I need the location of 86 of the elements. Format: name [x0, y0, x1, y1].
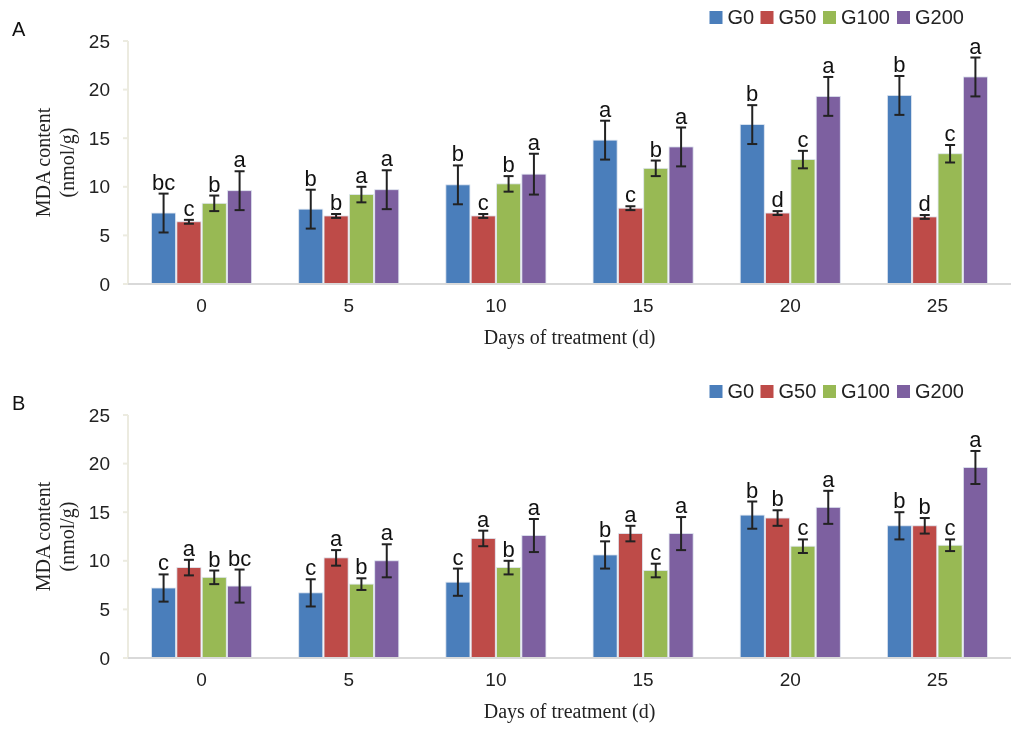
y-axis-title: MDA content (nmol/g): [32, 107, 79, 218]
data-label: c: [158, 550, 170, 576]
y-tick-label: 25: [88, 404, 110, 426]
legend-label: G0: [727, 380, 755, 402]
legend-label: G100: [841, 6, 890, 28]
legend-label: G50: [778, 380, 817, 402]
x-axis-title: Days of treatment (d): [483, 700, 656, 723]
data-label: b: [598, 517, 612, 543]
data-label: a: [822, 466, 836, 492]
x-tick-label: 10: [485, 669, 507, 690]
x-tick-label: 15: [632, 669, 654, 690]
data-label: a: [527, 129, 541, 155]
chart-title: A: [12, 18, 26, 40]
x-tick-label: 25: [926, 295, 948, 316]
x-tick-label: 20: [779, 669, 801, 690]
chart-title: B: [12, 392, 26, 414]
data-label: b: [649, 136, 662, 162]
data-label: b: [893, 488, 906, 514]
legend-label: G50: [778, 6, 817, 28]
data-label: c: [797, 126, 809, 152]
data-label: a: [380, 520, 394, 546]
x-tick-label: 0: [196, 669, 207, 690]
data-label: b: [208, 546, 221, 572]
legend-label: G100: [841, 380, 890, 402]
data-label: c: [305, 555, 317, 581]
x-tick-label: 5: [343, 295, 355, 316]
data-label: c: [477, 190, 489, 216]
y-tick-label: 5: [99, 599, 110, 621]
data-label: b: [502, 536, 515, 562]
x-tick-label: 5: [343, 669, 355, 690]
data-label: c: [797, 515, 809, 541]
data-label: c: [944, 121, 956, 146]
data-label: b: [451, 141, 465, 167]
y-tick-label: 15: [88, 127, 110, 149]
data-label: b: [208, 171, 221, 197]
data-label: a: [674, 103, 688, 129]
data-label: c: [624, 182, 636, 208]
data-label: c: [944, 515, 956, 541]
y-tick-label: 20: [88, 79, 110, 101]
y-axis-title: MDA content (nmol/g): [32, 481, 79, 592]
data-label: a: [233, 147, 247, 173]
x-tick-label: 20: [779, 295, 801, 316]
y-tick-label: 20: [88, 453, 110, 475]
data-label: a: [477, 506, 491, 532]
data-label: a: [182, 535, 196, 561]
data-label: bc: [227, 545, 252, 571]
legend-label: G200: [915, 380, 964, 402]
y-tick-label: 0: [99, 273, 110, 295]
x-axis-title: Days of treatment (d): [483, 326, 656, 349]
data-label: b: [329, 190, 343, 216]
data-label: b: [771, 486, 784, 512]
data-label: a: [624, 501, 638, 527]
data-label: a: [329, 526, 343, 552]
data-label: a: [969, 426, 983, 452]
x-tick-label: 10: [485, 295, 507, 316]
data-label: a: [598, 96, 612, 122]
data-label: b: [304, 165, 317, 191]
data-label: a: [527, 495, 541, 520]
data-label: c: [183, 195, 195, 221]
data-label: b: [918, 494, 931, 520]
data-label: b: [355, 554, 368, 580]
data-label: b: [893, 51, 906, 77]
data-label: b: [746, 477, 759, 503]
y-tick-label: 0: [99, 647, 110, 669]
legend-label: G200: [915, 6, 964, 28]
y-tick-label: 10: [88, 550, 110, 572]
x-tick-label: 25: [926, 669, 948, 690]
data-label: a: [355, 162, 369, 188]
data-label: a: [969, 33, 983, 59]
data-label: c: [452, 544, 464, 570]
legend-label: G0: [727, 6, 755, 28]
data-label: d: [918, 190, 931, 216]
y-tick-label: 15: [88, 501, 110, 523]
x-tick-label: 0: [196, 295, 207, 316]
data-label: a: [674, 493, 688, 519]
data-label: b: [746, 81, 759, 107]
data-label: a: [822, 52, 836, 78]
y-tick-label: 25: [88, 30, 110, 52]
data-label: a: [380, 146, 394, 172]
x-tick-label: 15: [632, 295, 654, 316]
y-tick-label: 5: [99, 225, 110, 247]
data-label: b: [502, 152, 515, 178]
data-label: bc: [151, 169, 176, 195]
data-label: d: [771, 187, 784, 213]
y-tick-label: 10: [88, 176, 110, 198]
data-label: c: [650, 539, 662, 565]
